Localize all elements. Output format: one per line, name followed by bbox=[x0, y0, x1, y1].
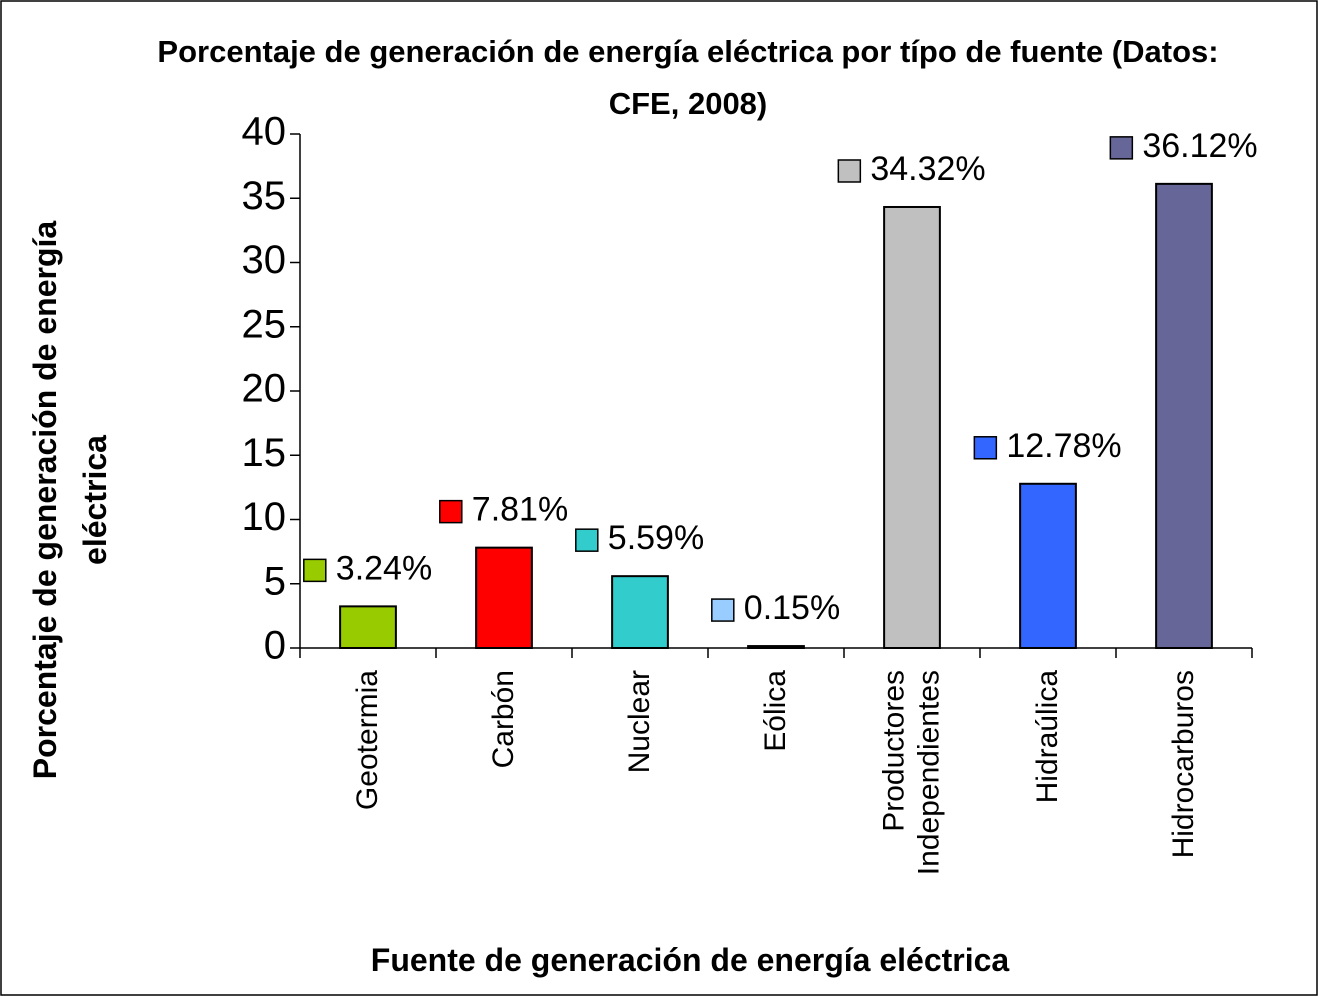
legend-key bbox=[711, 598, 735, 622]
y-axis-title: Porcentaje de generación de energía eléc… bbox=[27, 220, 113, 780]
data-label: 3.24% bbox=[336, 549, 432, 587]
chart-title: Porcentaje de generación de energía eléc… bbox=[157, 34, 1219, 121]
y-tick-label: 0 bbox=[264, 624, 286, 668]
x-tick-label: Hidraúlica bbox=[1030, 670, 1064, 804]
data-label: 0.15% bbox=[744, 589, 840, 627]
y-tick-label: 20 bbox=[242, 367, 287, 411]
bar bbox=[747, 645, 805, 650]
legend-key bbox=[973, 436, 998, 460]
bar bbox=[475, 546, 533, 649]
data-label: 5.59% bbox=[608, 519, 704, 557]
legend-key bbox=[303, 558, 327, 583]
bar bbox=[611, 575, 669, 650]
x-tick-label: Productores Independientes bbox=[877, 670, 946, 876]
x-tick-label: Carbón bbox=[486, 670, 520, 769]
data-label: 34.32% bbox=[870, 150, 985, 188]
y-tick-label: 5 bbox=[264, 559, 286, 603]
x-tick-label: Geotermia bbox=[350, 670, 384, 811]
x-tick-label: Hidrocarburos bbox=[1166, 670, 1200, 859]
y-tick-label: 30 bbox=[242, 238, 287, 282]
data-label: 7.81% bbox=[472, 491, 568, 529]
y-tick-label: 25 bbox=[242, 302, 287, 346]
bar bbox=[339, 605, 397, 650]
data-label: 36.12% bbox=[1142, 127, 1257, 165]
data-label: 12.78% bbox=[1006, 427, 1121, 465]
bar bbox=[883, 205, 941, 649]
legend-key bbox=[1109, 136, 1134, 160]
legend-key bbox=[837, 159, 862, 183]
bar bbox=[1019, 482, 1077, 650]
y-tick-label: 40 bbox=[242, 110, 287, 154]
x-tick-label: Eólica bbox=[758, 670, 792, 752]
legend-key bbox=[575, 528, 599, 552]
x-axis-title: Fuente de generación de energía eléctric… bbox=[370, 942, 1010, 978]
legend-key bbox=[439, 499, 463, 524]
x-tick-label: Nuclear bbox=[622, 670, 656, 774]
y-tick-label: 15 bbox=[242, 431, 287, 475]
y-tick-label: 10 bbox=[242, 495, 287, 539]
bar bbox=[1155, 182, 1213, 649]
y-tick-label: 35 bbox=[242, 174, 287, 218]
